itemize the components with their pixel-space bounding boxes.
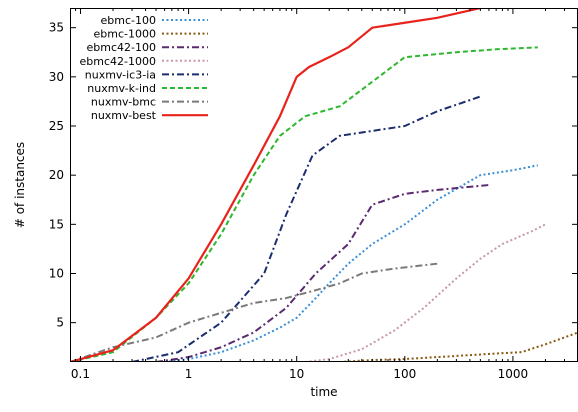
legend-label: ebmc-100 [101,14,156,27]
legend-label: ebmc42-1000 [80,55,156,68]
series-line-ebmc-1000 [339,331,578,362]
y-tick-label: 35 [49,21,64,35]
series-line-nuxmv-bmc [70,262,438,362]
y-axis-title: # of instances [13,142,27,228]
legend-label: nuxmv-best [91,109,157,122]
y-tick-label: 5 [56,316,64,330]
x-tick-label: 1000 [498,367,529,381]
x-tick-label: 0.1 [71,367,90,381]
legend-label: nuxmv-k-ind [87,82,156,95]
y-tick-label: 20 [49,168,64,182]
axis-ticks: 0.1 1 10 100 1000 5 10 15 20 25 30 35 [49,8,578,381]
series-line-nuxmv-best [70,8,481,362]
legend-label: nuxmv-ic3-ia [85,68,156,81]
series-line-nuxmv-ic3-ia [131,95,481,362]
x-axis-title: time [310,385,337,399]
series-line-ebmc-100 [164,164,539,362]
legend: ebmc-100ebmc-1000ebmc42-100ebmc42-1000nu… [80,14,208,122]
x-tick-label: 1 [185,367,193,381]
legend-label: ebmc42-100 [87,41,156,54]
series-line-ebmc42-100 [155,184,490,362]
y-tick-label: 30 [49,70,64,84]
y-tick-label: 15 [49,217,64,231]
series-line-ebmc42-1000 [305,223,546,362]
series-layer [70,8,578,362]
x-tick-label: 100 [393,367,416,381]
y-tick-label: 10 [49,267,64,281]
x-tick-label: 10 [289,367,304,381]
y-tick-label: 25 [49,119,64,133]
legend-label: ebmc-1000 [94,28,156,41]
legend-label: nuxmv-bmc [91,96,156,109]
